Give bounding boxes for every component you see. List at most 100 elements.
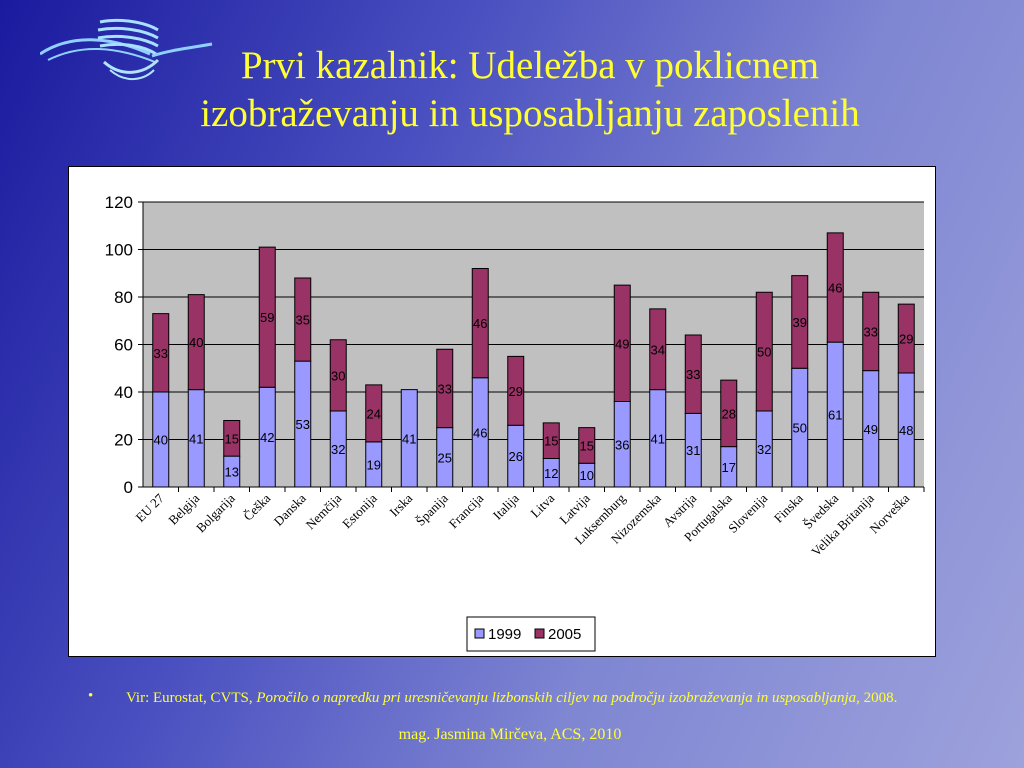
x-tick-label: Nemčija: [303, 490, 345, 532]
source-suffix: 2008.: [859, 690, 898, 706]
data-label-2005: 29: [899, 332, 913, 347]
data-label-1999: 36: [615, 437, 629, 452]
data-label-1999: 19: [367, 457, 381, 472]
bar-2005: [258, 246, 276, 388]
legend-swatch-1999: [474, 628, 485, 639]
data-label-1999: 25: [438, 450, 452, 465]
y-tick-label: 60: [114, 336, 133, 355]
title-line-2: izobraževanju in usposabljanju zaposleni…: [200, 92, 860, 135]
x-tick-label: Francija: [446, 490, 487, 531]
bar-2005: [436, 348, 454, 429]
x-tick-label: Irska: [386, 490, 415, 519]
source-note: Vir: Eurostat, CVTS, Poročilo o napredku…: [126, 688, 926, 708]
bar-2005: [294, 277, 312, 362]
data-label-2005: 35: [296, 313, 310, 328]
title-line-1: Prvi kazalnik: Udeležba v poklicnem: [240, 44, 820, 87]
bar-2005: [791, 275, 809, 369]
data-label-1999: 53: [296, 417, 310, 432]
legend-label-2005: 2005: [548, 626, 581, 643]
bar-2005: [152, 313, 170, 393]
data-label-2005: 50: [757, 345, 771, 360]
data-label-2005: 39: [793, 315, 807, 330]
x-tick-label: Slovenija: [725, 490, 770, 535]
data-label-2005: 15: [544, 434, 558, 449]
data-label-2005: 49: [615, 336, 629, 351]
data-label-2005: 30: [331, 368, 345, 383]
x-tick-label: Italija: [490, 490, 522, 522]
x-tick-label: Estonija: [339, 490, 380, 531]
data-label-2005: 15: [225, 431, 239, 446]
data-label-2005: 46: [473, 316, 487, 331]
x-tick-label: EU 27: [133, 490, 168, 525]
source-report-title: Poročilo o napredku pri uresničevanju li…: [256, 690, 860, 706]
x-tick-label: Litva: [527, 490, 557, 520]
bar-2005: [826, 232, 844, 343]
bar-2005: [862, 291, 880, 372]
chart-container: 0 20 40 60 80 100 120 40 33 EU 27 41 40 Belgija 13 15 B…: [68, 166, 936, 657]
data-label-1999: 41: [651, 431, 665, 446]
data-label-2005: 33: [438, 381, 452, 396]
x-tick-label: Češka: [240, 490, 273, 523]
source-prefix: Vir: Eurostat, CVTS,: [126, 690, 257, 706]
data-label-1999: 41: [402, 431, 416, 446]
y-tick-label: 20: [114, 431, 133, 450]
x-tick-label: Španija: [413, 490, 451, 528]
data-label-2005: 46: [828, 281, 842, 296]
bar-2005: [365, 384, 383, 443]
data-label-2005: 24: [367, 406, 381, 421]
data-label-2005: 28: [722, 406, 736, 421]
bar-2005: [471, 268, 489, 379]
data-label-1999: 13: [225, 465, 239, 480]
bar-2005: [613, 284, 631, 402]
bar-2005: [649, 308, 667, 391]
bar-2005: [684, 334, 702, 414]
data-label-1999: 61: [828, 408, 842, 423]
bar-2005: [329, 339, 347, 412]
author-credit: mag. Jasmina Mirčeva, ACS, 2010: [398, 726, 622, 743]
data-label-1999: 26: [509, 449, 523, 464]
data-label-2005: 33: [154, 346, 168, 361]
data-label-1999: 48: [899, 423, 913, 438]
bar-2005: [897, 303, 915, 374]
data-label-1999: 17: [722, 460, 736, 475]
data-label-1999: 40: [154, 433, 168, 448]
legend-label-1999: 1999: [488, 626, 521, 643]
data-label-1999: 32: [331, 442, 345, 457]
data-label-1999: 10: [580, 468, 594, 483]
data-label-1999: 32: [757, 442, 771, 457]
x-tick-label: Norveška: [867, 490, 913, 536]
bar-2005: [223, 420, 241, 457]
data-label-2005: 15: [580, 438, 594, 453]
legend-swatch-2005: [534, 628, 545, 639]
data-label-1999: 46: [473, 425, 487, 440]
data-label-1999: 50: [793, 421, 807, 436]
x-tick-label: Bolgarija: [193, 490, 238, 535]
data-label-2005: 34: [651, 342, 665, 357]
y-tick-label: 40: [114, 383, 133, 402]
data-label-1999: 41: [189, 431, 203, 446]
data-label-2005: 33: [686, 367, 700, 382]
bar-2005: [755, 291, 773, 412]
y-tick-label: 80: [114, 288, 133, 307]
y-tick-label: 100: [105, 241, 133, 260]
bar-1999: [400, 389, 418, 488]
bar-2005: [542, 422, 560, 459]
bar-2005: [578, 427, 596, 464]
data-label-1999: 42: [260, 430, 274, 445]
bar-2005: [187, 294, 205, 391]
y-tick-label: 0: [124, 478, 133, 497]
legend-box: [466, 616, 596, 652]
data-label-2005: 59: [260, 310, 274, 325]
slide-title: Prvi kazalnik: Udeležba v poklicnem izob…: [110, 42, 950, 138]
data-label-1999: 49: [864, 422, 878, 437]
y-tick-label: 120: [105, 193, 133, 212]
data-label-2005: 29: [509, 384, 523, 399]
data-label-2005: 33: [864, 324, 878, 339]
bar-2005: [507, 355, 525, 426]
data-label-1999: 12: [544, 466, 558, 481]
bullet-marker: •: [88, 688, 94, 704]
data-label-2005: 40: [189, 335, 203, 350]
bar-2005: [720, 379, 738, 448]
logo-waves-icon: [40, 18, 213, 80]
